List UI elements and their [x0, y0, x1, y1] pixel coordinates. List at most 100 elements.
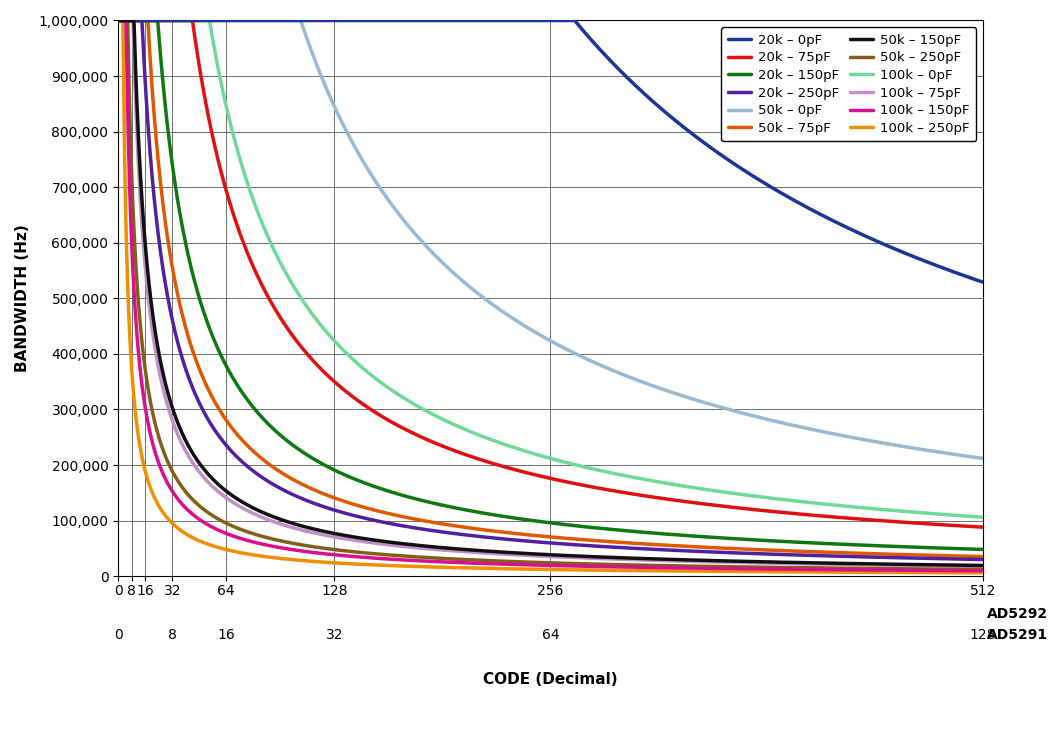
50k – 75pF	[960, 552, 973, 561]
50k – 250pF	[443, 554, 456, 563]
100k – 150pF	[977, 567, 990, 575]
100k – 0pF	[261, 233, 274, 242]
50k – 150pF	[866, 559, 879, 568]
Line: 20k – 0pF: 20k – 0pF	[118, 20, 983, 282]
50k – 250pF	[977, 565, 990, 574]
50k – 75pF	[261, 459, 274, 468]
50k – 250pF	[112, 16, 124, 25]
100k – 250pF	[112, 16, 124, 25]
50k – 0pF	[960, 452, 973, 460]
20k – 250pF	[261, 477, 274, 486]
100k – 250pF	[443, 563, 456, 572]
20k – 0pF	[977, 277, 990, 286]
100k – 75pF	[261, 515, 274, 524]
20k – 0pF	[443, 16, 456, 25]
20k – 150pF	[977, 545, 990, 554]
100k – 75pF	[866, 561, 879, 569]
50k – 75pF	[480, 526, 493, 534]
50k – 150pF	[443, 544, 456, 553]
50k – 0pF	[480, 296, 493, 305]
100k – 150pF	[480, 559, 493, 568]
100k – 0pF	[443, 418, 456, 427]
100k – 0pF	[960, 512, 973, 520]
100k – 250pF	[960, 568, 973, 577]
100k – 75pF	[977, 562, 990, 571]
20k – 250pF	[480, 533, 493, 542]
20k – 75pF	[866, 515, 879, 524]
100k – 250pF	[866, 568, 879, 577]
20k – 150pF	[112, 16, 124, 25]
20k – 150pF	[443, 502, 456, 511]
50k – 75pF	[112, 16, 124, 25]
100k – 75pF	[480, 549, 493, 558]
Text: AD5292: AD5292	[988, 607, 1048, 621]
20k – 0pF	[210, 16, 223, 25]
100k – 0pF	[480, 434, 493, 443]
50k – 150pF	[112, 16, 124, 25]
50k – 0pF	[977, 454, 990, 463]
50k – 250pF	[261, 534, 274, 542]
Line: 50k – 250pF: 50k – 250pF	[118, 20, 983, 569]
20k – 0pF	[261, 16, 274, 25]
Line: 100k – 75pF: 100k – 75pF	[118, 20, 983, 567]
Line: 20k – 250pF: 20k – 250pF	[118, 20, 983, 559]
Line: 100k – 250pF: 100k – 250pF	[118, 20, 983, 573]
50k – 75pF	[210, 401, 223, 410]
Line: 20k – 150pF: 20k – 150pF	[118, 20, 983, 550]
100k – 250pF	[210, 542, 223, 551]
20k – 75pF	[977, 523, 990, 531]
20k – 0pF	[960, 272, 973, 280]
100k – 150pF	[112, 16, 124, 25]
100k – 0pF	[210, 57, 223, 66]
20k – 75pF	[443, 444, 456, 453]
50k – 75pF	[977, 552, 990, 561]
20k – 75pF	[261, 293, 274, 302]
50k – 0pF	[261, 16, 274, 25]
20k – 75pF	[960, 522, 973, 531]
100k – 150pF	[443, 558, 456, 567]
Y-axis label: BANDWIDTH (Hz): BANDWIDTH (Hz)	[15, 225, 30, 372]
Line: 20k – 75pF: 20k – 75pF	[118, 20, 983, 527]
100k – 150pF	[210, 525, 223, 534]
100k – 0pF	[977, 513, 990, 522]
100k – 150pF	[261, 541, 274, 550]
100k – 250pF	[480, 564, 493, 572]
50k – 150pF	[261, 510, 274, 519]
Line: 50k – 75pF: 50k – 75pF	[118, 20, 983, 556]
20k – 150pF	[480, 509, 493, 518]
20k – 250pF	[977, 555, 990, 564]
50k – 150pF	[960, 561, 973, 569]
20k – 0pF	[480, 16, 493, 25]
20k – 150pF	[261, 419, 274, 428]
20k – 0pF	[866, 235, 879, 244]
Line: 100k – 0pF: 100k – 0pF	[118, 20, 983, 518]
50k – 75pF	[443, 520, 456, 529]
100k – 150pF	[960, 567, 973, 575]
20k – 150pF	[866, 541, 879, 550]
50k – 250pF	[866, 564, 879, 573]
Line: 50k – 0pF: 50k – 0pF	[118, 20, 983, 458]
Line: 50k – 150pF: 50k – 150pF	[118, 20, 983, 565]
100k – 250pF	[261, 553, 274, 561]
50k – 250pF	[210, 514, 223, 523]
20k – 250pF	[443, 529, 456, 537]
50k – 0pF	[210, 16, 223, 25]
20k – 0pF	[112, 16, 124, 25]
Line: 100k – 150pF: 100k – 150pF	[118, 20, 983, 571]
20k – 75pF	[480, 458, 493, 466]
20k – 250pF	[960, 555, 973, 564]
20k – 150pF	[210, 342, 223, 351]
100k – 150pF	[866, 566, 879, 575]
100k – 75pF	[210, 486, 223, 495]
50k – 150pF	[210, 479, 223, 488]
20k – 150pF	[960, 545, 973, 553]
20k – 75pF	[210, 151, 223, 160]
100k – 75pF	[112, 16, 124, 25]
20k – 75pF	[112, 16, 124, 25]
20k – 250pF	[210, 429, 223, 438]
20k – 250pF	[866, 553, 879, 561]
50k – 250pF	[480, 556, 493, 565]
100k – 250pF	[977, 569, 990, 578]
50k – 0pF	[866, 437, 879, 446]
50k – 250pF	[960, 565, 973, 574]
